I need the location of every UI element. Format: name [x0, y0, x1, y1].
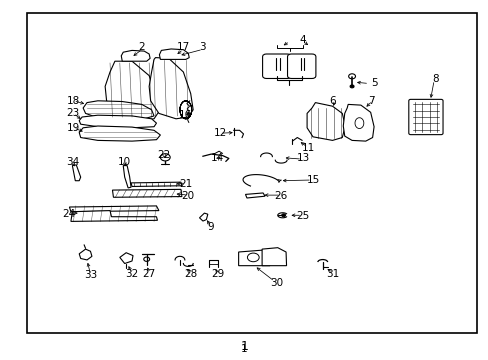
Bar	[27, 13, 476, 333]
Polygon shape	[69, 206, 159, 212]
Text: 23: 23	[66, 108, 80, 118]
Polygon shape	[120, 253, 133, 264]
Text: 19: 19	[66, 123, 80, 133]
Text: 12: 12	[213, 128, 226, 138]
FancyBboxPatch shape	[408, 99, 442, 135]
Text: 16: 16	[179, 110, 192, 120]
Polygon shape	[343, 104, 373, 141]
Polygon shape	[238, 250, 269, 266]
Text: 33: 33	[83, 270, 97, 280]
Text: 14: 14	[210, 153, 224, 163]
Polygon shape	[72, 165, 81, 181]
Text: 32: 32	[125, 269, 139, 279]
Text: 8: 8	[431, 74, 438, 84]
Polygon shape	[123, 166, 131, 188]
Text: 5: 5	[370, 78, 377, 88]
Text: 9: 9	[206, 222, 213, 232]
Polygon shape	[79, 126, 160, 141]
Polygon shape	[131, 182, 182, 186]
Circle shape	[247, 253, 259, 262]
Text: 28: 28	[183, 269, 197, 279]
Polygon shape	[83, 101, 154, 120]
Polygon shape	[112, 189, 182, 197]
Circle shape	[349, 85, 353, 88]
Text: 25: 25	[296, 211, 309, 221]
Polygon shape	[199, 213, 207, 221]
Text: 34: 34	[65, 157, 79, 167]
Text: 17: 17	[176, 42, 190, 52]
Circle shape	[143, 257, 149, 261]
Text: 20: 20	[182, 191, 194, 201]
Text: 11: 11	[301, 143, 314, 153]
Text: 4: 4	[299, 35, 306, 45]
Text: 21: 21	[179, 179, 192, 189]
Text: 31: 31	[325, 269, 339, 279]
Text: 22: 22	[157, 150, 170, 160]
Circle shape	[348, 74, 355, 79]
Text: 29: 29	[210, 269, 224, 279]
Text: 13: 13	[296, 153, 309, 163]
Polygon shape	[105, 61, 159, 121]
Polygon shape	[121, 50, 150, 61]
Polygon shape	[79, 249, 92, 260]
Polygon shape	[159, 49, 189, 59]
FancyBboxPatch shape	[287, 54, 315, 78]
Text: 24: 24	[61, 209, 75, 219]
Polygon shape	[262, 248, 286, 266]
Text: 26: 26	[274, 191, 287, 201]
Text: 1: 1	[240, 340, 248, 353]
Circle shape	[160, 154, 170, 161]
Polygon shape	[149, 58, 193, 119]
FancyBboxPatch shape	[262, 54, 290, 78]
Polygon shape	[245, 193, 264, 198]
Circle shape	[281, 214, 285, 217]
Text: 10: 10	[118, 157, 131, 167]
Text: 3: 3	[199, 42, 206, 52]
Text: 7: 7	[367, 96, 374, 106]
Text: 2: 2	[138, 42, 145, 52]
Polygon shape	[79, 115, 156, 128]
Text: 15: 15	[305, 175, 319, 185]
Text: 27: 27	[142, 269, 156, 279]
Text: 6: 6	[328, 96, 335, 106]
Text: 1: 1	[241, 344, 247, 354]
Text: 18: 18	[66, 96, 80, 106]
Text: 30: 30	[269, 278, 282, 288]
Polygon shape	[306, 103, 345, 140]
Polygon shape	[71, 211, 157, 221]
